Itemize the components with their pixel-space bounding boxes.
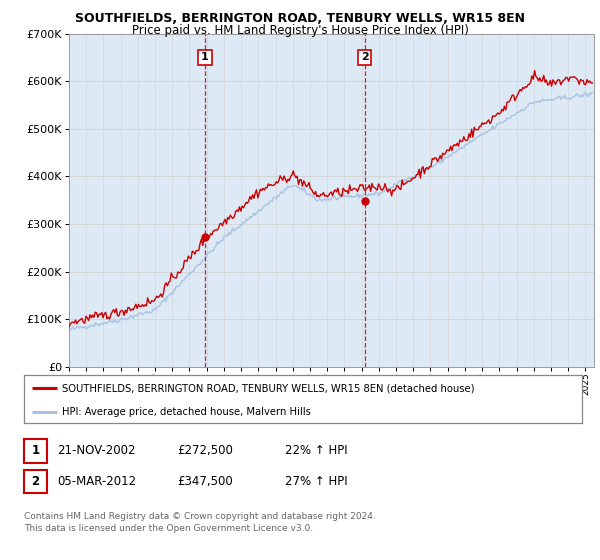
Text: Price paid vs. HM Land Registry's House Price Index (HPI): Price paid vs. HM Land Registry's House … <box>131 24 469 37</box>
Text: Contains HM Land Registry data © Crown copyright and database right 2024.
This d: Contains HM Land Registry data © Crown c… <box>24 512 376 533</box>
Text: SOUTHFIELDS, BERRINGTON ROAD, TENBURY WELLS, WR15 8EN: SOUTHFIELDS, BERRINGTON ROAD, TENBURY WE… <box>75 12 525 25</box>
Text: 2: 2 <box>361 53 368 62</box>
Text: 1: 1 <box>31 444 40 458</box>
Text: 2: 2 <box>31 475 40 488</box>
Text: £272,500: £272,500 <box>177 444 233 458</box>
Text: HPI: Average price, detached house, Malvern Hills: HPI: Average price, detached house, Malv… <box>62 407 311 417</box>
Text: 22% ↑ HPI: 22% ↑ HPI <box>285 444 347 458</box>
Text: £347,500: £347,500 <box>177 475 233 488</box>
Text: SOUTHFIELDS, BERRINGTON ROAD, TENBURY WELLS, WR15 8EN (detached house): SOUTHFIELDS, BERRINGTON ROAD, TENBURY WE… <box>62 383 475 393</box>
Text: 27% ↑ HPI: 27% ↑ HPI <box>285 475 347 488</box>
Text: 05-MAR-2012: 05-MAR-2012 <box>57 475 136 488</box>
Text: 1: 1 <box>201 53 209 62</box>
Text: 21-NOV-2002: 21-NOV-2002 <box>57 444 136 458</box>
